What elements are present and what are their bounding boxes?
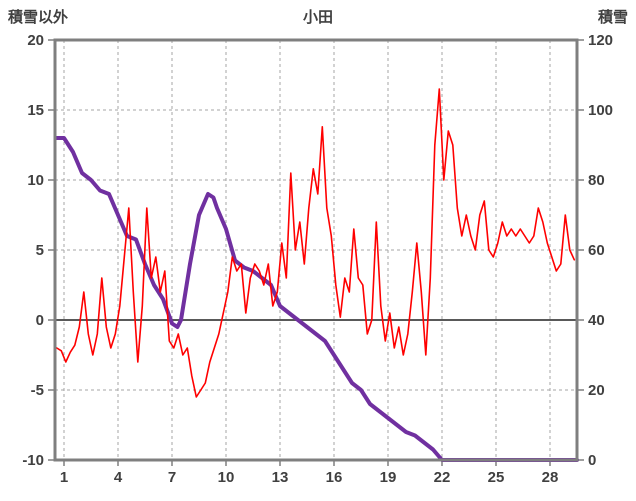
x-axis-tick-label: 19 <box>380 469 397 486</box>
x-axis-tick-label: 28 <box>542 469 559 486</box>
right-axis-tick-label: 60 <box>588 242 605 259</box>
right-axis-tick-label: 20 <box>588 382 605 399</box>
x-axis-tick-label: 16 <box>326 469 343 486</box>
left-axis-tick-label: -10 <box>22 452 44 469</box>
left-axis-tick-label: 5 <box>36 242 44 259</box>
right-axis-title: 積雪 <box>597 9 628 26</box>
chart-title: 小田 <box>302 9 333 26</box>
left-axis-tick-label: 15 <box>27 102 44 119</box>
x-axis-tick-label: 25 <box>488 469 505 486</box>
right-axis-tick-label: 120 <box>588 32 613 49</box>
right-axis-tick-label: 40 <box>588 312 605 329</box>
x-axis-tick-label: 22 <box>434 469 451 486</box>
right-axis-tick-label: 0 <box>588 452 596 469</box>
right-axis-tick-label: 100 <box>588 102 613 119</box>
x-axis-tick-label: 1 <box>60 469 68 486</box>
left-axis-tick-label: 10 <box>27 172 44 189</box>
x-axis-tick-label: 7 <box>168 469 176 486</box>
x-axis-tick-label: 13 <box>272 469 289 486</box>
x-axis-tick-label: 10 <box>218 469 235 486</box>
left-axis-tick-label: 0 <box>36 312 44 329</box>
left-axis-tick-label: -5 <box>31 382 44 399</box>
left-axis-tick-label: 20 <box>27 32 44 49</box>
x-axis-tick-label: 4 <box>114 469 123 486</box>
plot-frame <box>53 38 579 462</box>
red-left-axis-series <box>55 88 576 398</box>
right-axis-tick-label: 80 <box>588 172 605 189</box>
left-axis-title: 積雪以外 <box>8 9 69 26</box>
